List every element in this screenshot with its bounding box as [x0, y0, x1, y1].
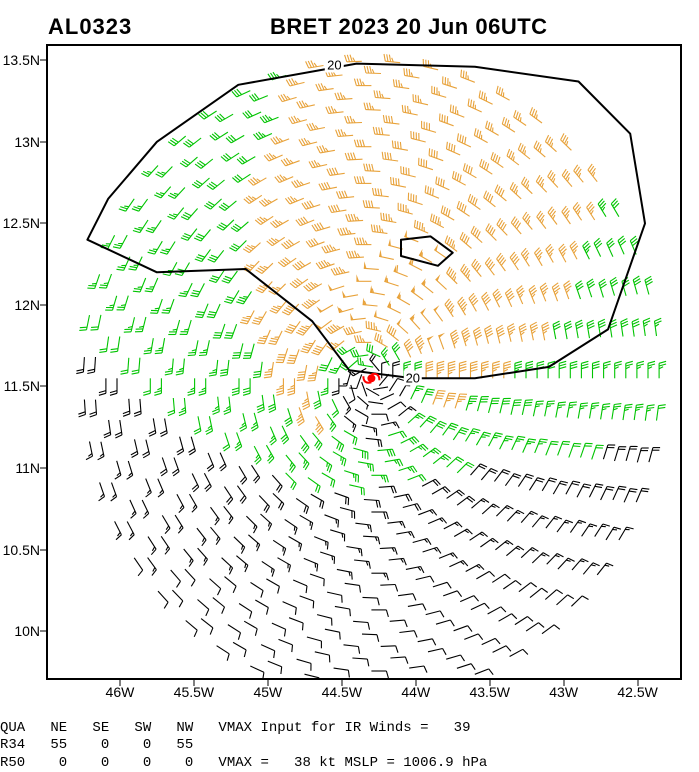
plot-area: 10N10.5N11N11.5N12N12.5N13N13.5N 46W45.5… — [46, 44, 682, 680]
plot-border — [46, 44, 682, 680]
footer-line-r50: R50 0 0 0 0 VMAX = 38 kt MSLP = 1006.9 h… — [0, 755, 487, 771]
wind-barb-chart: AL0323 BRET 2023 20 Jun 06UTC 10N10.5N11… — [0, 0, 699, 772]
storm-id: AL0323 — [48, 14, 132, 40]
storm-name-date: BRET 2023 20 Jun 06UTC — [270, 14, 548, 40]
contour-label-20: 20 — [325, 58, 343, 73]
footer-line-r34: R34 55 0 0 55 — [0, 737, 193, 753]
footer-line-qua: QUA NE SE SW NW VMAX Input for IR Winds … — [0, 720, 470, 736]
footer-data-block: QUA NE SE SW NW VMAX Input for IR Winds … — [0, 702, 538, 772]
contour-label-20: 20 — [404, 371, 422, 386]
